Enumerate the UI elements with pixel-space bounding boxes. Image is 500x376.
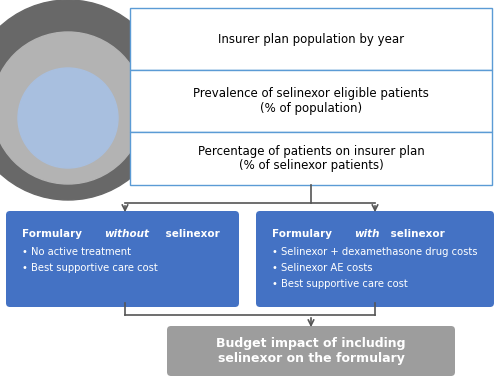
Text: Insurer plan population by year: Insurer plan population by year — [218, 32, 404, 45]
Text: • Best supportive care cost: • Best supportive care cost — [22, 263, 158, 273]
Text: Formulary: Formulary — [272, 229, 336, 239]
Text: with: with — [354, 229, 380, 239]
Text: selinexor: selinexor — [387, 229, 445, 239]
Text: Formulary: Formulary — [22, 229, 86, 239]
FancyBboxPatch shape — [130, 70, 492, 132]
Text: Prevalence of selinexor eligible patients
(% of population): Prevalence of selinexor eligible patient… — [193, 87, 429, 115]
Text: selinexor: selinexor — [162, 229, 220, 239]
Circle shape — [18, 68, 118, 168]
Text: Percentage of patients on insurer plan
(% of selinexor patients): Percentage of patients on insurer plan (… — [198, 144, 424, 173]
FancyBboxPatch shape — [6, 211, 239, 307]
FancyBboxPatch shape — [130, 8, 492, 70]
Circle shape — [0, 0, 168, 200]
Circle shape — [0, 32, 144, 184]
FancyBboxPatch shape — [167, 326, 455, 376]
Text: • Selinexor + dexamethasone drug costs: • Selinexor + dexamethasone drug costs — [272, 247, 478, 257]
FancyBboxPatch shape — [256, 211, 494, 307]
Text: • Best supportive care cost: • Best supportive care cost — [272, 279, 408, 289]
Text: • No active treatment: • No active treatment — [22, 247, 131, 257]
Text: Budget impact of including
selinexor on the formulary: Budget impact of including selinexor on … — [216, 337, 406, 365]
FancyBboxPatch shape — [130, 132, 492, 185]
Text: without: without — [104, 229, 149, 239]
Text: • Selinexor AE costs: • Selinexor AE costs — [272, 263, 372, 273]
